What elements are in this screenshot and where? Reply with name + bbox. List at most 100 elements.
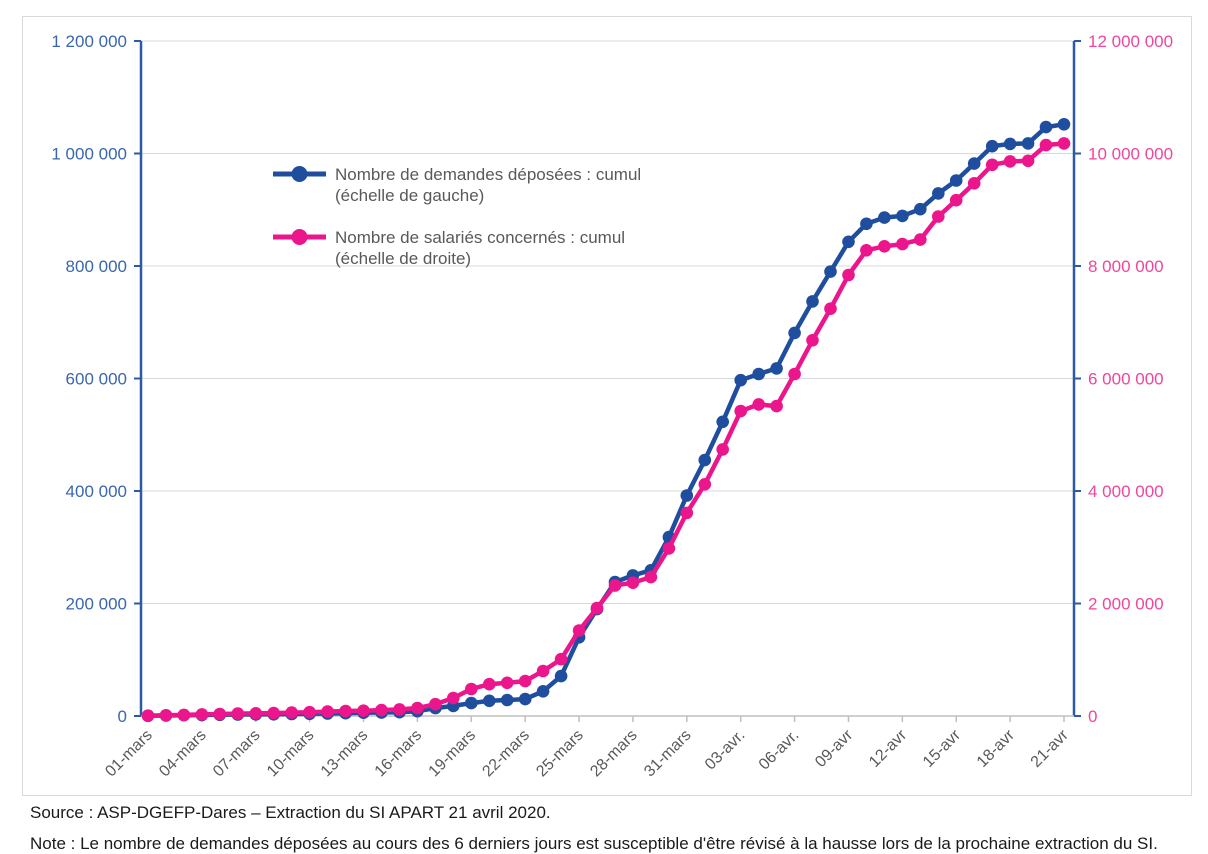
series-salaries-point	[267, 706, 280, 720]
svg-text:04-mars: 04-mars	[156, 727, 210, 781]
series-demandes-point	[518, 692, 532, 706]
series-salaries-point	[483, 677, 496, 691]
series-demandes-point	[788, 326, 801, 340]
series-salaries-point	[249, 707, 263, 720]
series-demandes-point	[1057, 118, 1071, 131]
svg-text:800 000: 800 000	[66, 257, 127, 276]
source-text: Source : ASP-DGEFP-Dares – Extraction du…	[30, 803, 551, 822]
series-demandes-point	[1039, 120, 1053, 134]
series-demandes-point	[698, 453, 712, 467]
series-salaries-point	[985, 158, 999, 172]
series-salaries-point	[878, 240, 891, 253]
series-demandes-point	[878, 211, 891, 224]
series-demandes-point	[716, 415, 729, 429]
series-salaries-point	[716, 443, 729, 456]
svg-text:13-mars: 13-mars	[318, 727, 372, 781]
series-demandes-point	[554, 669, 568, 683]
series-salaries	[141, 137, 1071, 722]
svg-text:2 000 000: 2 000 000	[1088, 595, 1164, 614]
series-salaries-point	[393, 703, 406, 716]
svg-text:19-mars: 19-mars	[426, 727, 480, 781]
series-salaries-point	[770, 399, 783, 413]
series-salaries-point	[213, 707, 227, 721]
svg-text:21-avr: 21-avr	[1028, 726, 1073, 771]
series-salaries-point	[465, 682, 478, 696]
svg-text:1 000 000: 1 000 000	[51, 145, 127, 164]
series-salaries-point	[357, 704, 370, 717]
x-axis-labels: 01-mars 04-mars 07-mars 10-mars 13-mars 16-ma…	[102, 716, 1072, 780]
series-demandes-point	[860, 217, 873, 231]
series-salaries-point	[626, 576, 640, 589]
series-demandes-point	[949, 174, 963, 187]
legend-label-line2: (échelle de droite)	[335, 249, 471, 268]
series-salaries-point	[411, 701, 424, 715]
series-demandes-point	[932, 187, 945, 200]
svg-text:400 000: 400 000	[66, 482, 127, 501]
legend-label-line2: (échelle de gauche)	[335, 186, 484, 205]
series-demandes-point	[1021, 137, 1035, 150]
series-demandes	[141, 118, 1071, 723]
series-salaries-point	[554, 652, 568, 666]
gridlines	[134, 40, 1081, 717]
svg-text:200 000: 200 000	[66, 595, 127, 614]
series-salaries-point	[788, 367, 801, 381]
series-salaries-point	[896, 237, 909, 251]
series-demandes-point	[967, 157, 981, 170]
series-salaries-point	[159, 709, 173, 722]
svg-text:15-avr: 15-avr	[920, 726, 965, 771]
series-demandes-point	[680, 489, 694, 502]
series-demandes-point	[842, 235, 855, 249]
series-salaries-point	[285, 706, 299, 719]
svg-text:0: 0	[1088, 707, 1097, 726]
series-salaries-point	[949, 193, 963, 207]
series-salaries-point	[824, 302, 837, 316]
svg-text:25-mars: 25-mars	[533, 727, 587, 781]
svg-text:12-avr: 12-avr	[866, 726, 911, 771]
svg-text:10 000 000: 10 000 000	[1088, 145, 1173, 164]
series-salaries-point	[536, 664, 550, 678]
series-salaries-point	[680, 506, 694, 520]
svg-text:01-mars: 01-mars	[102, 727, 156, 781]
legend: Nombre de demandes déposées : cumul (éche…	[273, 165, 641, 268]
svg-text:06-avr.: 06-avr.	[756, 727, 803, 774]
series-salaries-point	[447, 691, 460, 705]
series-demandes-point	[824, 265, 837, 278]
series-salaries-point	[339, 704, 352, 718]
series-demandes-point	[806, 295, 819, 308]
series-salaries-point	[932, 210, 945, 223]
series-demandes-line	[145, 122, 1067, 719]
series-salaries-point	[375, 703, 388, 717]
svg-text:09-avr: 09-avr	[812, 726, 857, 771]
series-salaries-point	[1039, 138, 1053, 152]
series-demandes-point	[500, 693, 514, 707]
series-salaries-point	[914, 233, 927, 246]
svg-text:16-mars: 16-mars	[372, 727, 426, 781]
series-salaries-point	[231, 707, 245, 720]
series-demandes-point	[752, 367, 765, 381]
series-salaries-point	[572, 624, 586, 637]
svg-text:8 000 000: 8 000 000	[1088, 257, 1164, 276]
series-salaries-point	[195, 708, 209, 721]
svg-text:0: 0	[118, 707, 127, 726]
svg-text:600 000: 600 000	[66, 370, 127, 389]
series-salaries-point	[1057, 137, 1071, 150]
svg-text:10-mars: 10-mars	[264, 727, 318, 781]
series-salaries-point	[842, 268, 855, 282]
series-demandes-point	[734, 373, 747, 387]
series-demandes-point	[483, 694, 496, 708]
series-demandes-point	[465, 696, 478, 710]
series-salaries-point	[141, 709, 155, 722]
legend-entry-demandes: Nombre de demandes déposées : cumul (éche…	[273, 165, 641, 205]
svg-text:07-mars: 07-mars	[210, 727, 264, 781]
series-salaries-point	[590, 601, 604, 615]
svg-text:28-mars: 28-mars	[587, 727, 641, 781]
series-demandes-point	[536, 685, 550, 698]
legend-entry-salaries: Nombre de salariés concernés : cumul (éch…	[273, 228, 625, 268]
series-salaries-point	[500, 676, 514, 690]
legend-marker-dot	[291, 166, 308, 182]
series-salaries-point	[752, 398, 765, 411]
svg-text:12 000 000: 12 000 000	[1088, 32, 1173, 51]
series-salaries-point	[967, 177, 981, 190]
series-salaries-point	[177, 708, 191, 722]
series-salaries-point	[321, 705, 334, 718]
